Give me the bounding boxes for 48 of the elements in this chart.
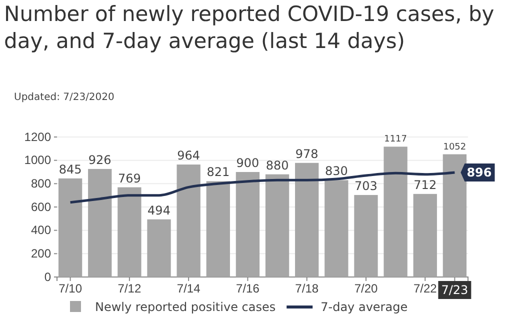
data-label: 978 xyxy=(295,146,318,161)
legend-label: Newly reported positive cases xyxy=(95,300,276,314)
x-tick-label: 7/16 xyxy=(236,282,260,296)
bar xyxy=(58,178,82,277)
y-tick-label: 1200 xyxy=(24,130,52,144)
data-label: 712 xyxy=(414,178,437,192)
y-tick-label: 400 xyxy=(30,223,52,238)
x-tick-label: 7/14 xyxy=(176,282,201,296)
x-tick-label: 7/20 xyxy=(354,282,378,296)
chart-subtitle: Updated: 7/23/2020 xyxy=(14,92,114,103)
data-label: 821 xyxy=(206,165,230,180)
bar xyxy=(88,168,112,277)
x-tick-label: 7/18 xyxy=(295,282,319,296)
bar xyxy=(147,219,171,277)
data-label: 845 xyxy=(58,162,82,176)
chart-title: Number of newly reported COVID-19 cases, by day, and 7-day average (last 14 days) xyxy=(4,2,494,53)
data-label: 830 xyxy=(324,164,348,178)
y-tick-label: 0 xyxy=(44,270,52,284)
bar xyxy=(236,172,260,277)
data-label: 703 xyxy=(354,178,378,193)
data-label: 926 xyxy=(88,152,112,167)
data-label: 880 xyxy=(266,158,289,172)
legend-label: 7-day average xyxy=(320,300,408,314)
x-tick-label: 7/23 xyxy=(441,283,468,297)
x-tick-label: 7/12 xyxy=(118,282,142,296)
y-tick-label: 1000 xyxy=(24,153,52,168)
bar xyxy=(295,162,319,277)
x-tick-label: 7/10 xyxy=(58,282,82,296)
bar xyxy=(413,194,437,277)
y-tick-label: 200 xyxy=(30,246,52,261)
data-label: 1052 xyxy=(443,142,466,152)
data-label: 769 xyxy=(118,171,141,186)
x-tick-label: 7/22 xyxy=(413,282,438,296)
data-label: 900 xyxy=(236,156,260,170)
bar xyxy=(384,146,408,277)
data-label: 494 xyxy=(148,203,170,218)
data-label: 1117 xyxy=(384,134,408,145)
data-label: 896 xyxy=(466,165,492,180)
bar xyxy=(206,181,230,277)
bar xyxy=(176,164,200,277)
bar xyxy=(442,154,467,277)
bar xyxy=(118,187,142,277)
data-label: 964 xyxy=(177,148,200,163)
y-tick-label: 600 xyxy=(30,200,52,214)
bar xyxy=(324,180,348,277)
y-tick-label: 800 xyxy=(30,176,52,191)
bar xyxy=(265,174,290,277)
bar xyxy=(354,194,378,277)
